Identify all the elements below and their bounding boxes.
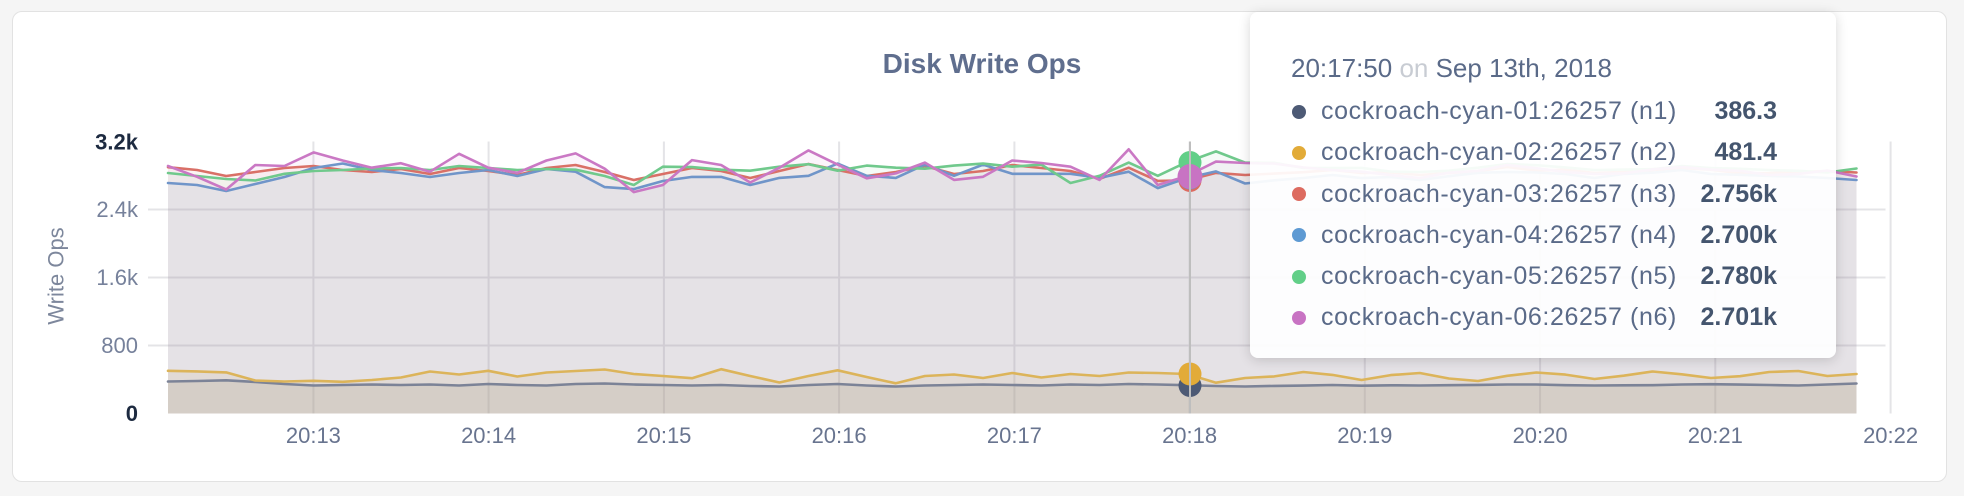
svg-text:20:13: 20:13 <box>286 423 341 448</box>
svg-text:20:18: 20:18 <box>1162 423 1217 448</box>
svg-text:20:17: 20:17 <box>987 423 1042 448</box>
svg-text:Write Ops: Write Ops <box>44 227 69 324</box>
svg-text:20:16: 20:16 <box>812 423 867 448</box>
svg-text:800: 800 <box>101 333 138 358</box>
svg-text:1.6k: 1.6k <box>96 265 139 290</box>
svg-text:0: 0 <box>126 401 138 426</box>
svg-text:20:22: 20:22 <box>1863 423 1918 448</box>
svg-text:20:14: 20:14 <box>461 423 516 448</box>
svg-text:20:15: 20:15 <box>636 423 691 448</box>
svg-text:20:21: 20:21 <box>1688 423 1743 448</box>
svg-text:20:20: 20:20 <box>1513 423 1568 448</box>
svg-text:2.4k: 2.4k <box>96 197 139 222</box>
svg-text:20:19: 20:19 <box>1337 423 1392 448</box>
svg-text:3.2k: 3.2k <box>95 130 139 155</box>
